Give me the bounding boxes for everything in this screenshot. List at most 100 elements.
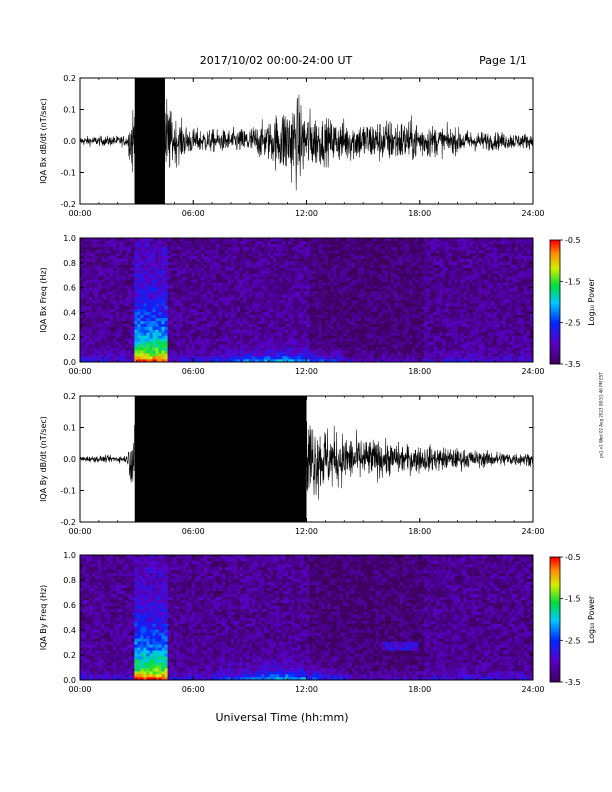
colorbar-segment [550, 260, 560, 264]
colorbar-segment [550, 295, 560, 299]
colorbar-segment [550, 623, 560, 627]
colorbar-segment [550, 569, 560, 572]
colorbar-segment [550, 273, 560, 276]
colorbar-segment [550, 349, 560, 352]
colorbar-segment [550, 335, 560, 338]
colorbar-segment [550, 629, 560, 633]
colorbar-segment [550, 615, 560, 618]
colorbar-segment [550, 567, 560, 570]
colorbar-segment [550, 584, 560, 587]
colorbar-segment [550, 594, 560, 597]
y-tick-label: 0.6 [63, 601, 76, 610]
y-tick-label: 0.4 [63, 308, 76, 317]
colorbar-segment [550, 361, 560, 365]
colorbar-segment [550, 353, 560, 357]
colorbar-tick-label: -2.5 [565, 636, 581, 645]
y-tick-label: 0.0 [63, 676, 76, 685]
colorbar-segment [550, 314, 560, 317]
plot-frame-overlay [79, 395, 534, 523]
colorbar-segment [550, 333, 560, 336]
colorbar-segment [550, 283, 560, 286]
colorbar-segment [550, 586, 560, 589]
processing-stamp-text: ps1-v1 Wed 02 Aug 2023 08:51:46 PM EST [598, 372, 604, 458]
colorbar-segment [550, 632, 560, 635]
y-tick-label: 0.2 [63, 392, 76, 401]
x-tick-label: 24:00 [521, 209, 544, 218]
colorbar-segment [550, 677, 560, 681]
colorbar-segment [550, 561, 560, 564]
colorbar-segment [550, 613, 560, 616]
x-tick-label: 18:00 [408, 685, 431, 694]
colorbar-segment [550, 326, 560, 330]
colorbar-segment [550, 648, 560, 652]
x-tick-label: 24:00 [521, 367, 544, 376]
colorbar-segment [550, 621, 560, 625]
colorbar-segment [550, 650, 560, 654]
saturated-signal [134, 396, 307, 522]
colorbar-segment [550, 636, 560, 639]
colorbar-frame [549, 556, 561, 683]
colorbar-segment [550, 316, 560, 319]
colorbar-segment [550, 347, 560, 350]
colorbar-segment [550, 310, 560, 313]
colorbar-tick-label: -2.5 [565, 319, 581, 328]
y-tick-label: 0.0 [63, 137, 76, 146]
y-tick-label: 0.4 [63, 626, 76, 635]
x-tick-label: 18:00 [408, 209, 431, 218]
colorbar-segment [550, 275, 560, 278]
colorbar-segment [550, 264, 560, 268]
colorbar-segment [550, 619, 560, 622]
colorbar-segment [550, 646, 560, 650]
colorbar-segment [550, 671, 560, 675]
colorbar-tick-label: -3.5 [565, 360, 581, 369]
colorbar-segment [550, 279, 560, 282]
colorbar-segment [550, 339, 560, 342]
colorbar-segment [550, 312, 560, 315]
panel-1: 00:00 06:00 12:00 18:00 24:00 -0.2 -0.1 0.0 0.1 0… [39, 74, 545, 218]
colorbar-segment [550, 592, 560, 595]
colorbar-segment [550, 675, 560, 679]
colorbar-segment [550, 281, 560, 284]
colorbar-segment [550, 617, 560, 620]
y-tick-label: -0.2 [60, 518, 76, 527]
x-tick-label: 06:00 [182, 527, 205, 536]
y-axis-label: IQA Bx dB/dt (nT/sec) [39, 98, 48, 184]
colorbar-segment [550, 308, 560, 311]
colorbar-segment [550, 355, 560, 359]
x-tick-label: 00:00 [68, 367, 91, 376]
colorbar-segment [550, 654, 560, 658]
y-tick-label: -0.1 [60, 487, 76, 496]
colorbar-segment [550, 254, 560, 257]
colorbar-segment [550, 351, 560, 355]
colorbar-segment [550, 611, 560, 614]
saturated-signal [134, 78, 165, 204]
colorbar-label: Log₁₀ Power [587, 278, 596, 326]
colorbar-segment [550, 277, 560, 280]
colorbar-segment [550, 271, 560, 274]
colorbar-segment [550, 679, 560, 683]
panel-4: -0.5 -1.5 -2.5 -3.5 Log₁₀ Power 00:00 06:00 12:… [39, 551, 596, 694]
colorbar-segment [550, 575, 560, 579]
y-tick-label: 0.0 [63, 358, 76, 367]
colorbar-segment [550, 324, 560, 328]
x-tick-label: 24:00 [521, 527, 544, 536]
colorbar-segment [550, 638, 560, 641]
colorbar-segment [550, 642, 560, 645]
colorbar-segment [550, 598, 560, 602]
colorbar-segment [550, 673, 560, 677]
y-axis-label: IQA By dB/dt (nT/sec) [39, 416, 48, 502]
colorbar-segment [550, 359, 560, 363]
colorbar-segment [550, 248, 560, 251]
colorbar-segment [550, 337, 560, 340]
colorbar-segment [550, 357, 560, 361]
colorbar-segment [550, 306, 560, 309]
y-tick-label: 0.2 [63, 333, 76, 342]
colorbar-segment [550, 665, 560, 668]
colorbar-segment [550, 287, 560, 290]
colorbar-segment [550, 565, 560, 568]
colorbar-segment [550, 625, 560, 629]
colorbar-segment [550, 299, 560, 303]
x-tick-label: 00:00 [68, 209, 91, 218]
page-number: Page 1/1 [479, 54, 527, 67]
